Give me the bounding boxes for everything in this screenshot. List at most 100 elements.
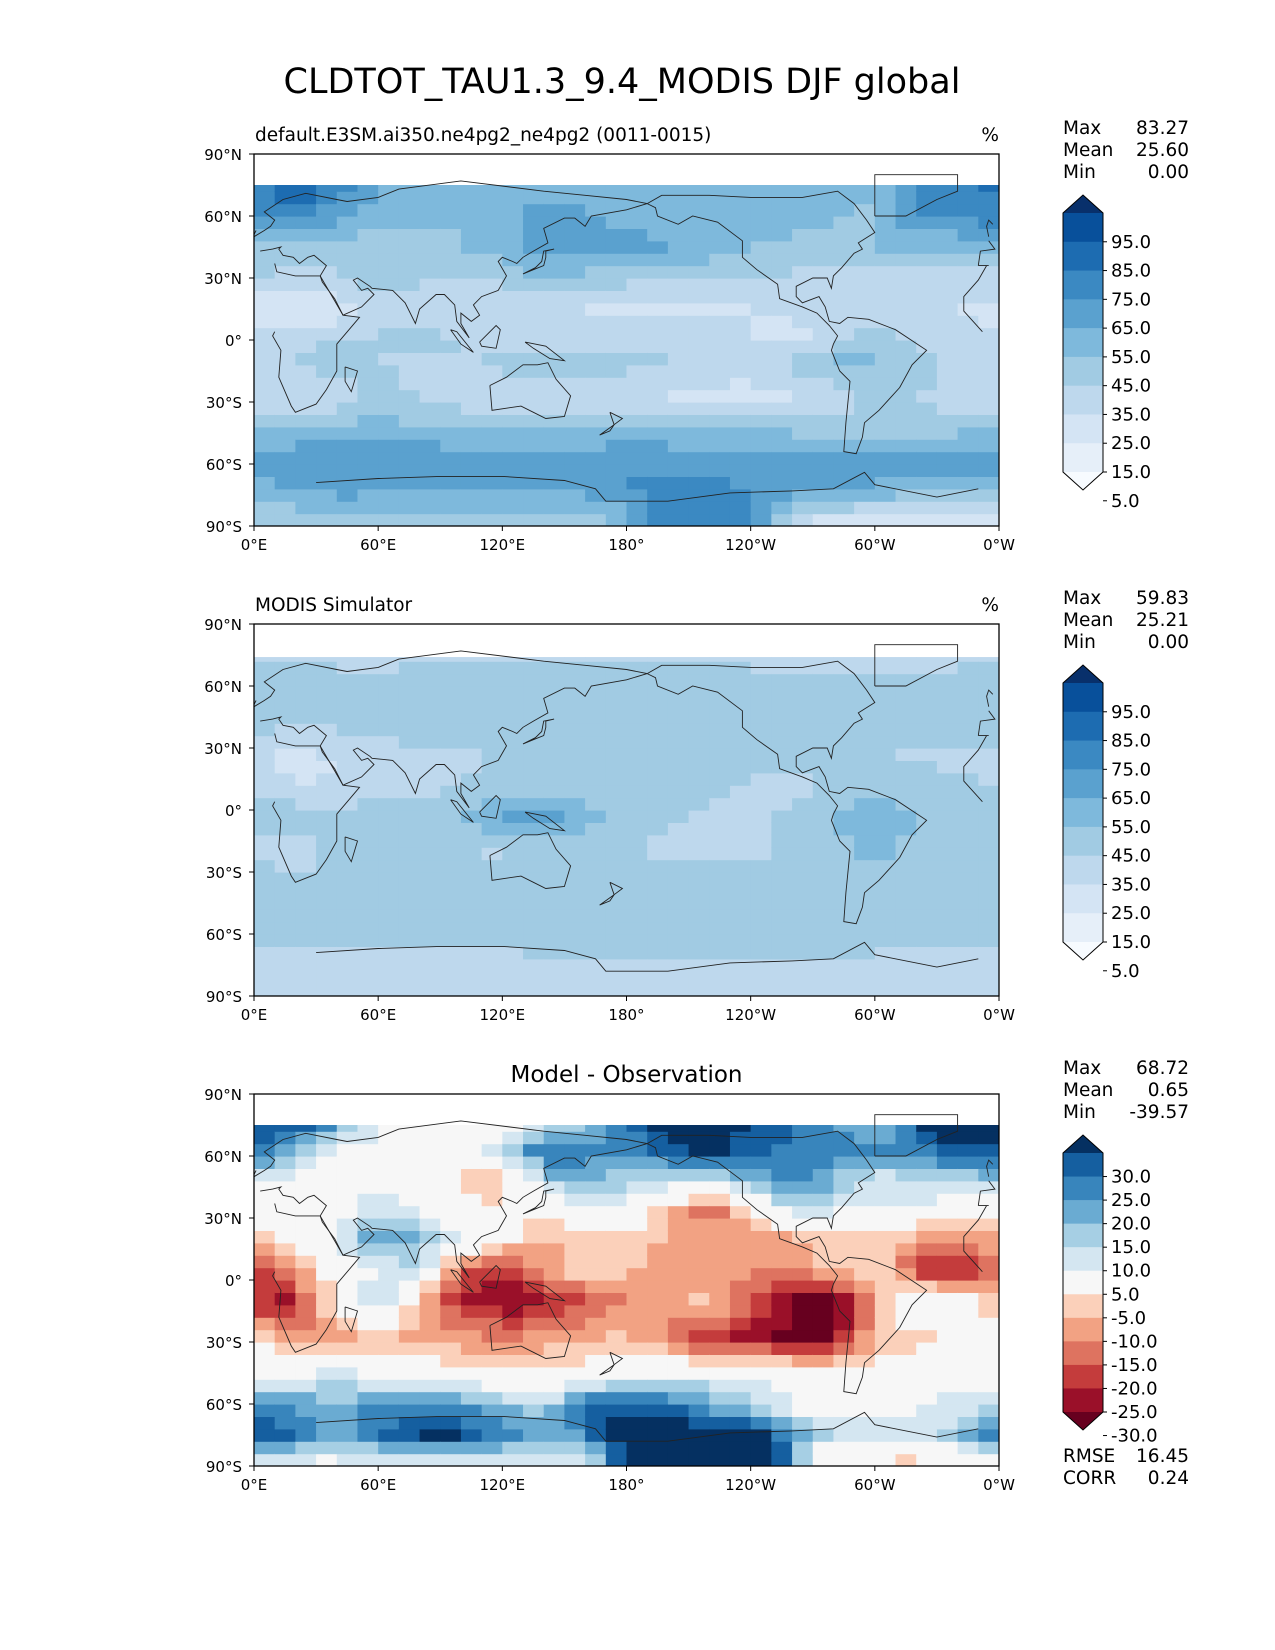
contour-cell xyxy=(854,661,876,675)
contour-cell xyxy=(357,1404,379,1417)
contour-cell xyxy=(481,1230,503,1244)
contour-cell xyxy=(585,859,607,873)
contour-cell xyxy=(792,971,814,985)
contour-cell xyxy=(440,340,462,353)
contour-cell xyxy=(502,797,524,811)
contour-cell xyxy=(978,501,999,515)
contour-cell xyxy=(543,657,566,662)
contour-cell xyxy=(647,464,669,477)
contour-cell xyxy=(357,1230,379,1244)
contour-cell xyxy=(916,909,938,923)
contour-cell xyxy=(295,710,317,724)
contour-cell xyxy=(295,772,317,786)
colorbar-swatch xyxy=(1063,213,1103,243)
contour-cell xyxy=(709,476,731,490)
contour-cell xyxy=(688,723,710,737)
contour-cell xyxy=(502,946,524,960)
contour-cell xyxy=(833,822,855,836)
contour-cell xyxy=(523,934,545,947)
contour-cell xyxy=(729,896,752,910)
contour-cell xyxy=(916,513,938,526)
contour-cell xyxy=(626,253,648,267)
lon-tick-label: 60°E xyxy=(360,536,396,554)
contour-cell xyxy=(647,327,669,341)
contour-cell xyxy=(564,896,586,910)
contour-cell xyxy=(916,327,938,341)
contour-cell xyxy=(647,1354,669,1368)
contour-cell xyxy=(378,1193,400,1207)
contour-cell xyxy=(729,1416,752,1430)
colorbar: 95.085.075.065.055.045.035.025.015.05.0 xyxy=(1062,664,1151,982)
contour-cell xyxy=(792,946,814,960)
contour-cell xyxy=(254,1143,276,1157)
contour-cell xyxy=(957,278,979,291)
contour-cell xyxy=(543,327,566,341)
contour-cell xyxy=(626,340,648,353)
contour-cell xyxy=(833,785,855,799)
contour-cell xyxy=(936,735,959,749)
contour-cell xyxy=(626,265,648,279)
contour-cell xyxy=(833,1131,855,1145)
contour-cell xyxy=(316,1379,338,1393)
contour-cell xyxy=(626,810,648,823)
contour-cell xyxy=(585,797,607,811)
contour-cell xyxy=(378,934,400,947)
contour-cell xyxy=(295,414,317,428)
contour-cell xyxy=(605,315,628,329)
contour-cell xyxy=(523,834,545,848)
contour-cell xyxy=(874,834,897,848)
contour-cell xyxy=(688,414,710,428)
contour-cell xyxy=(254,983,276,996)
contour-cell xyxy=(771,1180,793,1194)
contour-cell xyxy=(626,191,648,205)
contour-cell xyxy=(854,810,876,823)
contour-cell xyxy=(378,1304,400,1318)
contour-cell xyxy=(543,451,566,465)
contour-cell xyxy=(812,1193,835,1207)
contour-cell xyxy=(812,686,835,699)
contour-cell xyxy=(709,340,731,353)
contour-cell xyxy=(502,698,524,712)
contour-cell xyxy=(833,1242,855,1256)
contour-cell xyxy=(688,1304,710,1318)
contour-cell xyxy=(771,1441,793,1455)
contour-cell xyxy=(874,265,897,279)
contour-cell xyxy=(812,1329,835,1343)
contour-cell xyxy=(481,772,503,786)
contour-cell xyxy=(316,1391,338,1405)
contour-cell xyxy=(398,1317,421,1331)
contour-cell xyxy=(316,822,338,836)
contour-cell xyxy=(688,488,710,502)
contour-cell xyxy=(336,501,359,515)
contour-cell xyxy=(895,772,917,786)
contour-cell xyxy=(481,1131,503,1145)
contour-cell xyxy=(688,847,710,861)
contour-cell xyxy=(543,698,566,712)
contour-cell xyxy=(978,426,999,440)
contour-cell xyxy=(729,1342,752,1355)
contour-cell xyxy=(605,1218,628,1231)
contour-cell xyxy=(978,1168,999,1182)
contour-cell xyxy=(957,859,979,873)
contour-cell xyxy=(357,1168,379,1182)
contour-cell xyxy=(874,934,897,947)
contour-cell xyxy=(254,488,276,502)
contour-cell xyxy=(564,760,586,774)
contour-cell xyxy=(481,191,503,205)
contour-cell xyxy=(605,946,628,960)
contour-cell xyxy=(854,847,876,861)
contour-cell xyxy=(585,1391,607,1405)
contour-cell xyxy=(564,501,586,515)
contour-cell xyxy=(750,377,772,391)
contour-cell xyxy=(523,1168,545,1182)
contour-cell xyxy=(812,698,835,712)
contour-cell xyxy=(481,723,503,737)
contour-cell xyxy=(957,439,979,453)
colorbar-label: -30.0 xyxy=(1111,1426,1158,1447)
contour-cell xyxy=(771,1304,793,1318)
contour-cell xyxy=(978,240,999,254)
contour-cell xyxy=(688,859,710,873)
contour-cell xyxy=(460,253,483,267)
contour-cell xyxy=(771,327,793,341)
contour-cell xyxy=(295,240,317,254)
